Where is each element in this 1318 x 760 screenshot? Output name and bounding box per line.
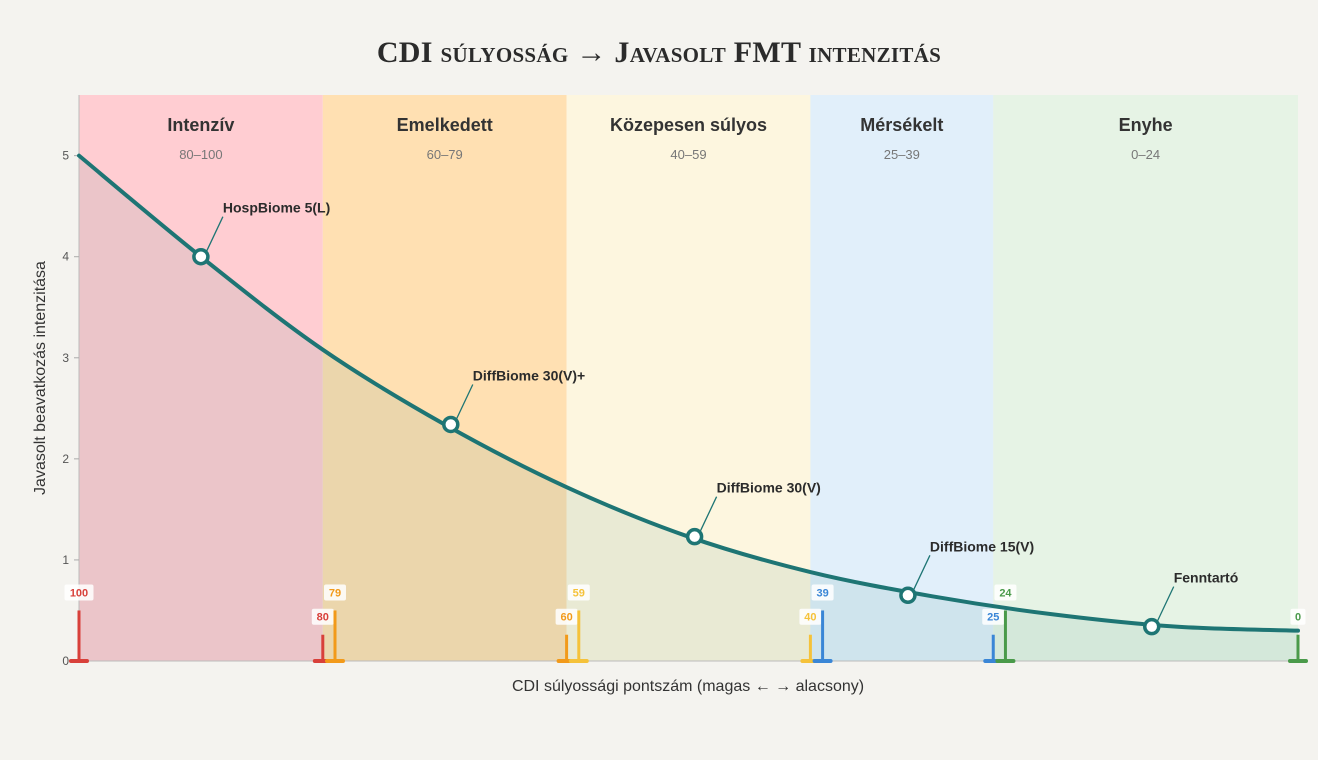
- product-leader-diffbiome-15-v: [912, 555, 931, 592]
- marker-label-bg-25: [982, 608, 1005, 625]
- product-point-diffbiome-15-v: [899, 586, 917, 605]
- y-tick-label: 1: [62, 553, 69, 567]
- y-tick-label: 0: [62, 654, 69, 668]
- product-point-fenntarto: [1142, 617, 1161, 636]
- marker-label-25: 25: [987, 612, 999, 624]
- band-name-mersekelt: Mérsékelt: [860, 115, 943, 135]
- x-axis-label: CDI súlyossági pontszám (magas ← → alacs…: [512, 678, 864, 695]
- marker-label-bg-39: [811, 584, 834, 601]
- band-range-mersekelt: 25–39: [884, 147, 920, 162]
- band-kozepesen-sulyos: [566, 95, 811, 661]
- marker-label-40: 40: [804, 612, 816, 624]
- product-label-diffbiome-30-v: DiffBiome 30(V): [717, 480, 821, 496]
- marker-label-39: 39: [816, 587, 828, 599]
- chart-title: CDI súlyosság → Javasolt FMT intenzitás: [376, 36, 942, 69]
- marker-label-80: 80: [317, 612, 329, 624]
- product-leader-fenntarto: [1156, 586, 1175, 623]
- product-label-hospbiome-5-l: HospBiome 5(L): [223, 200, 330, 216]
- band-name-enyhe: Enyhe: [1119, 115, 1173, 135]
- marker-label-100: 100: [70, 587, 88, 599]
- severity-bands: Intenzív 80–100 Emelkedett 60–79 Közepesen s…: [79, 95, 1298, 661]
- y-tick-label: 4: [62, 250, 69, 264]
- band-mersekelt: [810, 95, 994, 661]
- product-leader-diffbiome-30-v: [455, 384, 474, 421]
- marker-label-bg-79: [323, 584, 346, 601]
- marker-label-24: 24: [999, 587, 1012, 599]
- band-name-kozepesen-sulyos: Közepesen súlyos: [610, 115, 767, 135]
- boundary-markers: 100 80 79 60 59 40 39 25 24 0: [64, 584, 1308, 663]
- marker-label-bg-0: [1290, 608, 1306, 625]
- marker-label-bg-80: [311, 608, 334, 625]
- curve-area-fill: [79, 155, 1298, 661]
- band-name-intenziv: Intenzív: [167, 115, 234, 135]
- axes: [78, 95, 1298, 662]
- product-label-fenntarto: Fenntartó: [1174, 570, 1239, 586]
- product-leader-hospbiome-5-l: [205, 216, 224, 253]
- marker-label-bg-59: [567, 584, 590, 601]
- band-name-emelkedett: Emelkedett: [397, 115, 493, 135]
- product-point-diffbiome-30-v: [685, 527, 704, 546]
- band-range-enyhe: 0–24: [1131, 147, 1160, 162]
- band-range-emelkedett: 60–79: [427, 147, 463, 162]
- product-points: HospBiome 5(L) DiffBiome 30(V)+ DiffBiome …: [192, 200, 1239, 636]
- product-label-diffbiome-15-v: DiffBiome 15(V): [930, 538, 1034, 554]
- marker-label-bg-40: [799, 608, 822, 625]
- marker-label-0: 0: [1295, 612, 1301, 624]
- marker-label-79: 79: [329, 587, 341, 599]
- band-range-kozepesen-sulyos: 40–59: [670, 147, 706, 162]
- marker-label-bg-100: [64, 584, 94, 601]
- marker-label-bg-24: [994, 584, 1017, 601]
- product-label-diffbiome-30-v: DiffBiome 30(V)+: [473, 367, 585, 383]
- product-point-hospbiome-5-l: [192, 247, 210, 266]
- y-tick-label: 3: [62, 351, 69, 365]
- product-point-diffbiome-30-v: [442, 415, 460, 434]
- marker-label-bg-60: [555, 608, 578, 625]
- y-axis-label: Javasolt beavatkozás intenzitása: [32, 261, 49, 495]
- marker-label-60: 60: [560, 612, 572, 624]
- marker-label-59: 59: [573, 587, 585, 599]
- band-enyhe: [993, 95, 1298, 661]
- y-tick-label: 2: [62, 452, 69, 466]
- curve-area: [79, 155, 1298, 661]
- y-tick-label: 5: [62, 149, 69, 163]
- band-range-intenziv: 80–100: [179, 147, 222, 162]
- product-leader-diffbiome-30-v: [699, 496, 718, 533]
